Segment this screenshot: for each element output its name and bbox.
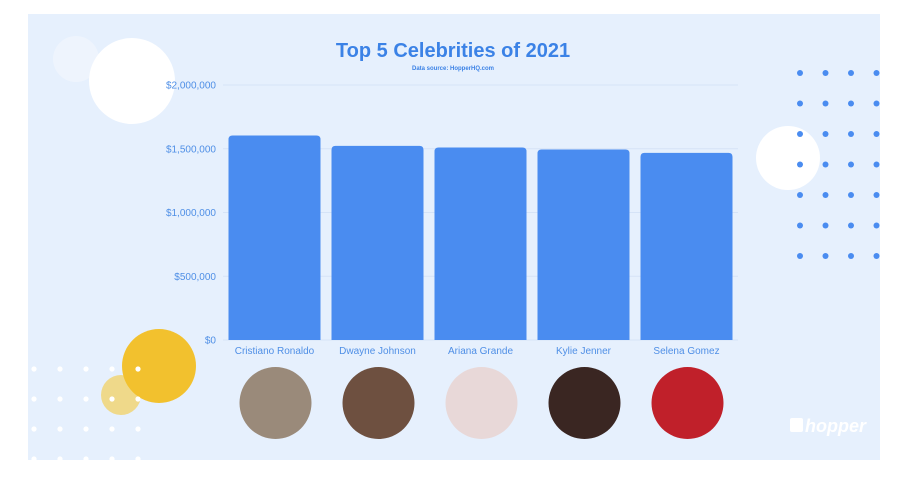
bar	[434, 147, 527, 340]
hopper-logo-text: hopper	[805, 416, 867, 436]
decor-dot	[873, 253, 880, 259]
decor-dot	[873, 192, 880, 198]
decor-dot	[83, 396, 89, 402]
decor-dot	[109, 366, 115, 372]
x-tick-label: Selena Gomez	[653, 346, 719, 357]
decor-dot	[797, 161, 803, 168]
decor-dot	[797, 100, 803, 107]
decor-dot	[83, 366, 89, 372]
bar	[331, 145, 424, 340]
decor-dot-grid-right	[797, 70, 880, 259]
decor-dot	[109, 456, 115, 460]
decor-dot	[848, 70, 854, 76]
y-tick-label: $1,000,000	[166, 208, 216, 219]
decor-dot	[135, 426, 141, 432]
decor-dot	[31, 396, 37, 402]
decor-dot	[797, 253, 803, 259]
x-tick-label: Dwayne Johnson	[339, 346, 416, 357]
decor-dot	[848, 222, 854, 229]
decor-dot	[31, 456, 37, 460]
chart-subtitle: Data source: HopperHQ.com	[412, 66, 494, 72]
decor-dot	[109, 426, 115, 432]
x-tick-label: Kylie Jenner	[556, 346, 612, 357]
decor-dot	[109, 396, 115, 402]
bar	[537, 149, 630, 340]
decor-dot	[797, 70, 803, 76]
decor-dot	[822, 70, 829, 76]
x-axis: Cristiano Ronaldo Dwayne Johnson Ariana Gr…	[235, 346, 720, 357]
bar-chart: Top 5 Celebrities of 2021 Data source: H…	[31, 40, 880, 460]
decor-dot	[135, 456, 141, 460]
hopper-logo: hopper	[790, 416, 867, 436]
bar	[228, 135, 321, 340]
decor-dot	[797, 131, 803, 137]
decor-dot	[822, 161, 829, 168]
y-tick-label: $2,000,000	[166, 81, 216, 92]
decor-dot	[31, 426, 37, 432]
selena-gomez-photo	[651, 367, 724, 439]
cristiano-ronaldo-photo	[239, 367, 312, 439]
y-axis: $0 $500,000 $1,000,000 $1,500,000 $2,000,000	[166, 81, 216, 347]
decor-dot	[822, 100, 829, 107]
decor-dot	[57, 456, 63, 460]
decor-dot	[848, 131, 854, 137]
bars	[228, 135, 733, 340]
y-tick-label: $1,500,000	[166, 144, 216, 155]
decor-dot	[873, 161, 880, 168]
decor-dot	[57, 396, 63, 402]
decor-dot	[83, 456, 89, 460]
decor-dot	[873, 70, 880, 76]
hopper-logo-mark	[790, 418, 803, 432]
y-tick-label: $0	[205, 336, 217, 347]
bar	[640, 152, 733, 340]
decor-dot	[31, 366, 37, 372]
decor-dot	[797, 192, 803, 198]
kylie-jenner-photo	[548, 367, 621, 439]
chart-card: Top 5 Celebrities of 2021 Data source: H…	[28, 14, 880, 460]
ariana-grande-photo	[445, 367, 518, 439]
decor-dot	[57, 366, 63, 372]
dwayne-johnson-photo	[342, 367, 415, 439]
x-tick-label: Ariana Grande	[448, 346, 513, 357]
decor-dot	[822, 253, 829, 259]
decor-dot	[797, 222, 803, 229]
decor-circle-yellow	[122, 329, 196, 403]
decor-dot	[822, 222, 829, 229]
decor-dot	[873, 222, 880, 229]
y-tick-label: $500,000	[174, 272, 216, 283]
decor-dot	[822, 192, 829, 198]
avatar-row	[239, 367, 724, 439]
decor-circle-white-left	[89, 38, 175, 124]
x-tick-label: Cristiano Ronaldo	[235, 346, 315, 357]
decor-dot	[848, 100, 854, 107]
decor-dot	[822, 131, 829, 137]
decor-dot	[873, 131, 880, 137]
decor-dot	[83, 426, 89, 432]
decor-circle-white-right	[756, 126, 820, 190]
decor-dot	[57, 426, 63, 432]
decor-dot	[848, 192, 854, 198]
decor-dot	[873, 100, 880, 107]
decor-dot	[135, 396, 141, 402]
decor-dot	[848, 161, 854, 168]
decor-dot-grid-left	[31, 366, 141, 460]
decor-dot	[135, 366, 141, 372]
chart-title: Top 5 Celebrities of 2021	[336, 40, 570, 62]
decor-dot	[848, 253, 854, 259]
